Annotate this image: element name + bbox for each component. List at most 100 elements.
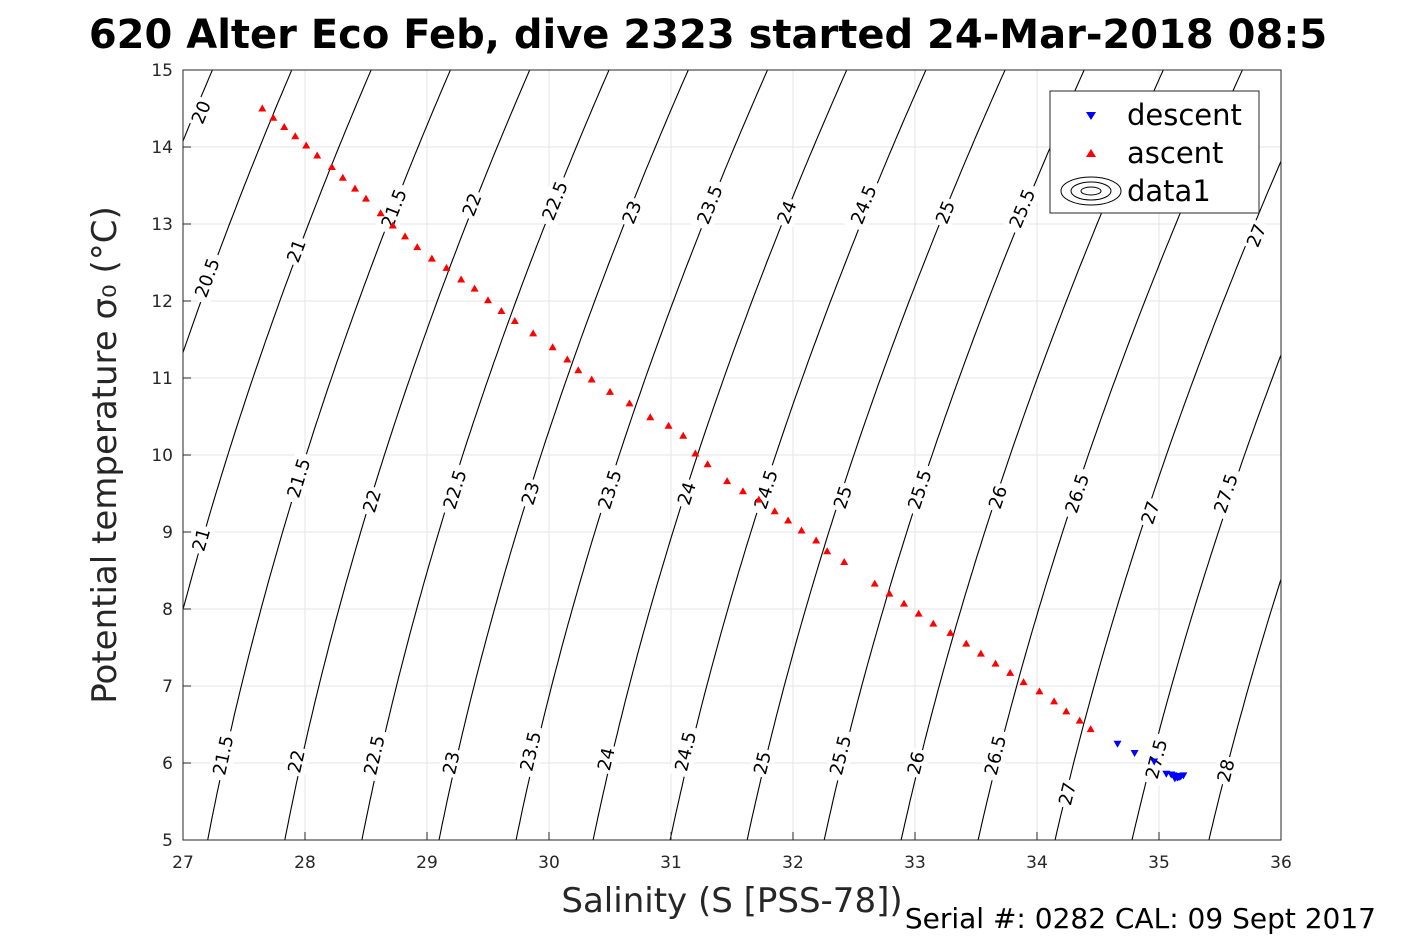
contour-label: 22 [282, 745, 311, 778]
ascent-point [258, 104, 267, 112]
ascent-point [442, 263, 451, 271]
ascent-point [691, 449, 700, 457]
contour-label: 24 [592, 742, 621, 776]
ascent-point [870, 579, 879, 587]
legend-ascent-label: ascent [1127, 136, 1223, 170]
y-axis-ticks: 5 6 7 8 9 10 11 12 13 14 15 [151, 61, 191, 851]
contour-label-bg [281, 234, 312, 268]
y-tick-label: 10 [151, 446, 173, 466]
footer-serial-cal: Serial #: 0282 CAL: 09 Sept 2017 [905, 902, 1376, 935]
y-tick-label: 6 [162, 754, 173, 774]
x-tick-label: 30 [538, 853, 560, 873]
x-tick-label: 31 [660, 853, 682, 873]
x-axis-label: Salinity (S [PSS-78]) [561, 881, 902, 921]
contour-label-bg [771, 195, 803, 230]
ascent-point [497, 307, 506, 315]
legend-box [1049, 90, 1260, 214]
contour-label-bg [535, 173, 575, 229]
data-series [258, 104, 1188, 783]
y-tick-label: 12 [151, 292, 173, 312]
contour-label-bg [358, 728, 391, 783]
contour-label-bg [978, 728, 1013, 783]
x-tick-label: 35 [1148, 853, 1170, 873]
contour-label-bg [280, 450, 317, 506]
ascent-point [510, 317, 519, 325]
ascent-point [679, 431, 688, 439]
ascent-point [413, 243, 422, 251]
descent-point [1175, 773, 1184, 781]
ascent-point [484, 296, 492, 304]
ascent-point [388, 221, 397, 229]
ascent-series [258, 104, 1095, 733]
ascent-point [457, 275, 466, 283]
isopycnal-line [1054, 159, 1281, 840]
ascent-point [587, 375, 596, 383]
contour-label-bg [902, 746, 931, 780]
ascent-point [823, 547, 832, 555]
ascent-point [812, 536, 821, 544]
y-tick-label: 8 [162, 600, 173, 620]
contour-label-bg [901, 462, 939, 517]
contour-label-bg [672, 476, 702, 511]
x-axis-ticks: 27 28 29 30 31 32 33 34 35 36 [172, 832, 1292, 873]
ascent-point [606, 387, 614, 395]
contour-label-bg [690, 177, 730, 233]
x-tick-label: 28 [294, 853, 316, 873]
isopycnal-line [183, 70, 372, 612]
contour-label-bg [591, 462, 629, 517]
ascent-point [470, 284, 479, 292]
ascent-point [738, 487, 747, 495]
contour-label-text: 25 [750, 750, 776, 777]
contour-label: 21 [281, 234, 312, 268]
ascent-point [914, 609, 923, 617]
ascent-point [770, 507, 779, 515]
contour-label-bg [282, 745, 311, 778]
ascent-point [302, 141, 311, 149]
ascent-point [291, 132, 300, 140]
contour-label-bg [514, 724, 548, 779]
contour-label-bg [207, 728, 240, 783]
contour-label-bg [1053, 777, 1082, 811]
ascent-point [885, 589, 894, 597]
y-tick-label: 7 [162, 677, 173, 697]
ascent-point [1062, 707, 1071, 715]
ascent-point [401, 232, 410, 240]
x-tick-label: 27 [172, 853, 194, 873]
contour-label-bg [1241, 218, 1273, 253]
isopycnal-line [746, 70, 1006, 840]
contour-label-bg [983, 480, 1013, 515]
contour-label-text: 22 [284, 748, 309, 775]
legend-descent-label: descent [1127, 98, 1242, 132]
ascent-point [929, 619, 938, 627]
contour-label-bg [456, 187, 488, 222]
ascent-point [1006, 668, 1015, 676]
contour-label: 22.5 [358, 728, 391, 783]
ascent-point [327, 163, 336, 171]
contour-label: 28 [1211, 754, 1241, 787]
contour-label-bg [616, 195, 648, 230]
ascent-point [351, 184, 360, 192]
ascent-point [946, 628, 955, 636]
descent-point [1150, 758, 1159, 766]
ascent-point [723, 477, 732, 485]
contour-label: 23 [437, 746, 466, 780]
contour-label-bg [844, 177, 884, 233]
contour-label-bg [437, 462, 474, 517]
y-tick-label: 15 [151, 61, 173, 81]
chart-title: 620 Alter Eco Feb, dive 2323 started 24-… [89, 12, 1327, 58]
contour-label-bg [1058, 466, 1096, 521]
ascent-point [976, 649, 985, 657]
ascent-point [376, 209, 385, 217]
contour-label-bg [357, 484, 387, 518]
ascent-point [1050, 697, 1059, 705]
isopycnal-line [1208, 577, 1281, 840]
ascent-point [840, 558, 849, 566]
descent-point [1113, 740, 1122, 748]
ascent-point [703, 460, 712, 468]
contour-label-bg [1211, 754, 1241, 787]
y-tick-label: 5 [162, 831, 173, 851]
contour-label-bg [823, 728, 858, 783]
contour-label-bg [185, 95, 217, 130]
y-tick-label: 14 [151, 138, 173, 158]
